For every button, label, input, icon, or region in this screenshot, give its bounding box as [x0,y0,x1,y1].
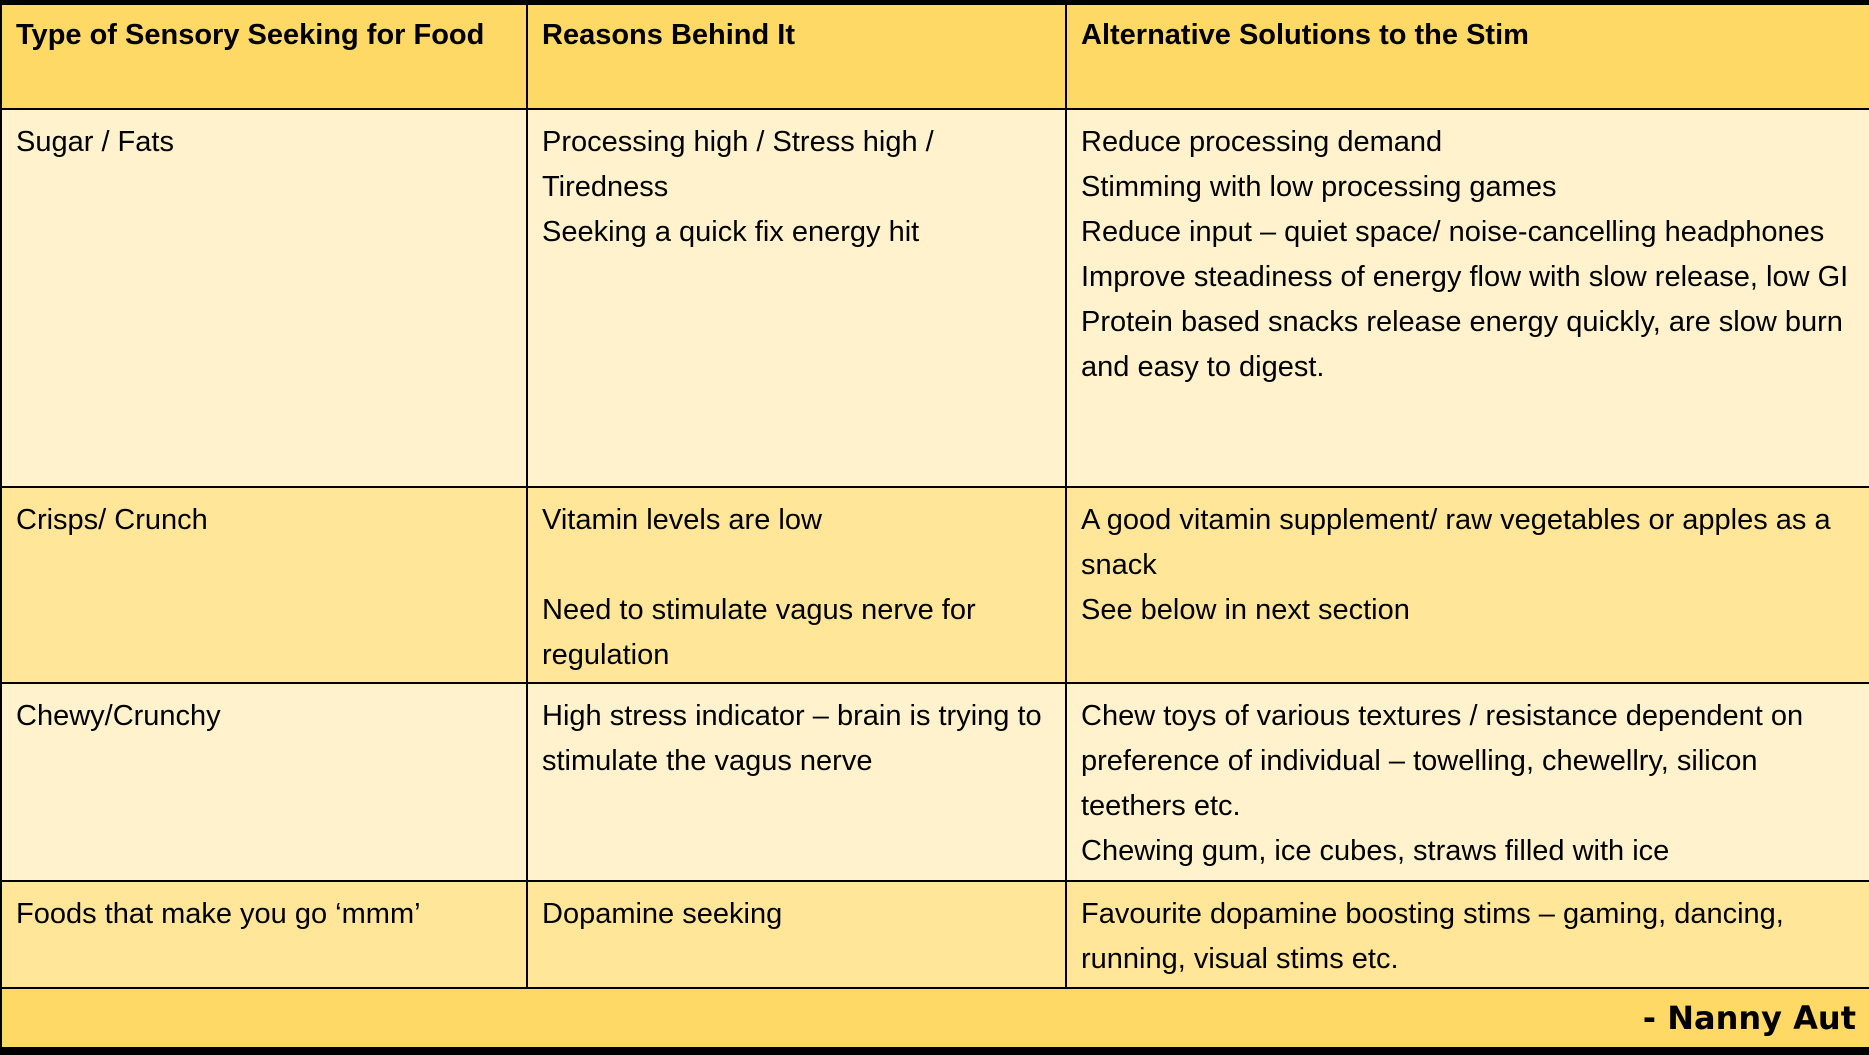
header-reasons: Reasons Behind It [528,5,1065,108]
row-sugar-type: Sugar / Fats [2,110,526,486]
solution-line: See below in next section [1081,594,1410,626]
row-sugar-reasons: Processing high / Stress high / Tirednes… [528,110,1065,486]
solution-line: A good vitamin supplement/ raw vegetable… [1081,504,1831,581]
solution-line: Chew toys of various textures / resistan… [1081,700,1804,822]
reason-line: Dopamine seeking [542,898,783,930]
row-chewy-type: Chewy/Crunchy [2,684,526,880]
solution-line: Reduce input – quiet space/ noise-cancel… [1081,216,1825,248]
reason-line: Processing high / Stress high / Tirednes… [542,126,934,203]
solution-line: Chewing gum, ice cubes, straws filled wi… [1081,835,1670,867]
solution-line: Reduce processing demand [1081,126,1443,158]
row-crisps-type: Crisps/ Crunch [2,488,526,682]
reason-line: Need to stimulate vagus nerve for regula… [542,594,976,671]
solution-line: Stimming with low processing games [1081,171,1557,203]
sensory-food-table: Type of Sensory Seeking for Food Reasons… [2,5,1869,1047]
row-crisps-solutions: A good vitamin supplement/ raw vegetable… [1067,488,1869,682]
row-mmm-type: Foods that make you go ‘mmm’ [2,882,526,987]
row-crisps-reasons: Vitamin levels are low Need to stimulate… [528,488,1065,682]
solution-line: Improve steadiness of energy flow with s… [1081,261,1849,293]
row-chewy-solutions: Chew toys of various textures / resistan… [1067,684,1869,880]
solution-line: Protein based snacks release energy quic… [1081,306,1843,383]
author-credit: - Nanny Aut [2,989,1869,1047]
reason-line: Seeking a quick fix energy hit [542,216,920,248]
row-sugar-solutions: Reduce processing demand Stimming with l… [1067,110,1869,486]
solution-line: Favourite dopamine boosting stims – gami… [1081,898,1784,975]
header-solutions: Alternative Solutions to the Stim [1067,5,1869,108]
header-type: Type of Sensory Seeking for Food [2,5,526,108]
reason-line: Vitamin levels are low [542,504,822,536]
row-mmm-solutions: Favourite dopamine boosting stims – gami… [1067,882,1869,987]
reason-line [542,543,1051,588]
reason-line: High stress indicator – brain is trying … [542,700,1042,777]
row-chewy-reasons: High stress indicator – brain is trying … [528,684,1065,880]
row-mmm-reasons: Dopamine seeking [528,882,1065,987]
